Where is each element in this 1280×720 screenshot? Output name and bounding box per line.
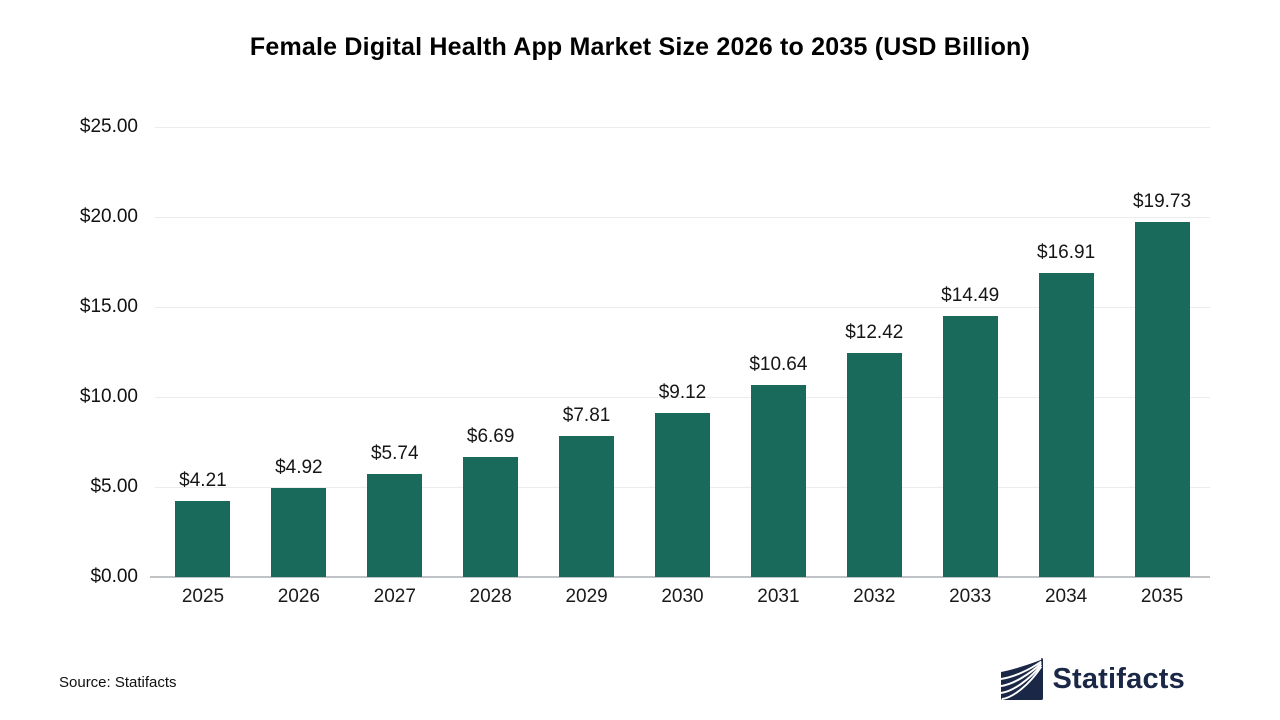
y-axis-tick-labels: $0.00 $5.00 $10.00 $15.00 $20.00 $25.00 bbox=[0, 116, 138, 587]
plot-area: $4.21 $4.92 $5.74 $6.69 $7.81 $9.12 $10.64 $12.… bbox=[150, 127, 1210, 578]
y-axis-tick-label: $25.00 bbox=[79, 116, 138, 137]
y-axis-tick-label: $15.00 bbox=[79, 296, 138, 317]
bar-group-2027: $5.74 bbox=[347, 127, 443, 577]
bar-value-label: $9.12 bbox=[658, 381, 707, 403]
bar-value-label: $7.81 bbox=[562, 405, 611, 427]
x-axis-label-2031: 2031 bbox=[757, 586, 800, 607]
bar-2028 bbox=[463, 456, 519, 577]
bar-group-2035: $19.73 bbox=[1114, 127, 1210, 577]
bar-value-label: $4.92 bbox=[275, 457, 323, 479]
brand-name: Statifacts bbox=[1052, 662, 1185, 695]
bar-2031 bbox=[750, 385, 806, 577]
gridline bbox=[155, 397, 1210, 398]
x-axis-label-2030: 2030 bbox=[661, 586, 704, 607]
y-axis-tick-label: $20.00 bbox=[79, 206, 138, 227]
x-axis-label-2025: 2025 bbox=[181, 586, 225, 607]
bar-group-2028: $6.69 bbox=[443, 127, 539, 577]
chart-title: Female Digital Health App Market Size 20… bbox=[249, 33, 1031, 61]
x-axis-label-2034: 2034 bbox=[1044, 586, 1088, 607]
x-axis-label-2035: 2035 bbox=[1140, 586, 1184, 607]
bar-group-2029: $7.81 bbox=[539, 127, 635, 577]
bar-2033 bbox=[942, 316, 998, 577]
bar-2027 bbox=[367, 473, 423, 577]
bar-value-label: $4.21 bbox=[179, 470, 227, 492]
bar-group-2030: $9.12 bbox=[635, 127, 731, 577]
y-axis-tick-label: $10.00 bbox=[79, 386, 138, 407]
bar-value-label: $10.64 bbox=[749, 354, 808, 376]
x-axis-label-2032: 2032 bbox=[853, 586, 896, 607]
bar-value-label: $12.42 bbox=[845, 322, 904, 344]
bar-group-2031: $10.64 bbox=[730, 127, 826, 577]
bar-value-label: $6.69 bbox=[466, 425, 515, 447]
brand-logo: Statifacts bbox=[1001, 658, 1185, 700]
bar-value-label: $19.73 bbox=[1132, 190, 1192, 212]
bars-container: $4.21 $4.92 $5.74 $6.69 $7.81 $9.12 $10.64 $12.… bbox=[155, 127, 1210, 577]
bar-group-2033: $14.49 bbox=[922, 127, 1018, 577]
bar-2026 bbox=[271, 488, 327, 577]
bar-2029 bbox=[559, 436, 615, 577]
bar-group-2034: $16.91 bbox=[1018, 127, 1114, 577]
x-axis-label-2033: 2033 bbox=[949, 586, 992, 607]
x-axis-line bbox=[150, 576, 1210, 578]
bar-value-label: $16.91 bbox=[1037, 241, 1096, 263]
y-axis-tick-label: $0.00 bbox=[90, 566, 138, 587]
source-note: Source: Statifacts bbox=[59, 674, 177, 691]
bar-group-2026: $4.92 bbox=[251, 127, 347, 577]
bar-group-2032: $12.42 bbox=[826, 127, 922, 577]
x-axis-labels: 2025 2026 2027 2028 2029 2030 2031 2032 2033 2034… bbox=[155, 586, 1210, 608]
bar-2025 bbox=[175, 501, 231, 577]
x-axis-label-2026: 2026 bbox=[277, 586, 320, 607]
gridline bbox=[155, 307, 1210, 308]
bar-2030 bbox=[654, 412, 710, 577]
y-axis-tick-label: $5.00 bbox=[90, 476, 138, 497]
gridline bbox=[155, 127, 1210, 128]
bar-2035 bbox=[1134, 221, 1190, 577]
bar-2032 bbox=[846, 353, 902, 577]
bar-2034 bbox=[1038, 272, 1094, 577]
bar-group-2025: $4.21 bbox=[155, 127, 251, 577]
x-axis-label-2028: 2028 bbox=[469, 586, 512, 607]
bar-value-label: $5.74 bbox=[370, 442, 419, 464]
gridline bbox=[155, 217, 1210, 218]
x-axis-label-2029: 2029 bbox=[565, 586, 608, 607]
x-axis-label-2027: 2027 bbox=[373, 586, 416, 607]
bar-value-label: $14.49 bbox=[941, 285, 1000, 307]
statifacts-waves-icon bbox=[1001, 658, 1044, 700]
